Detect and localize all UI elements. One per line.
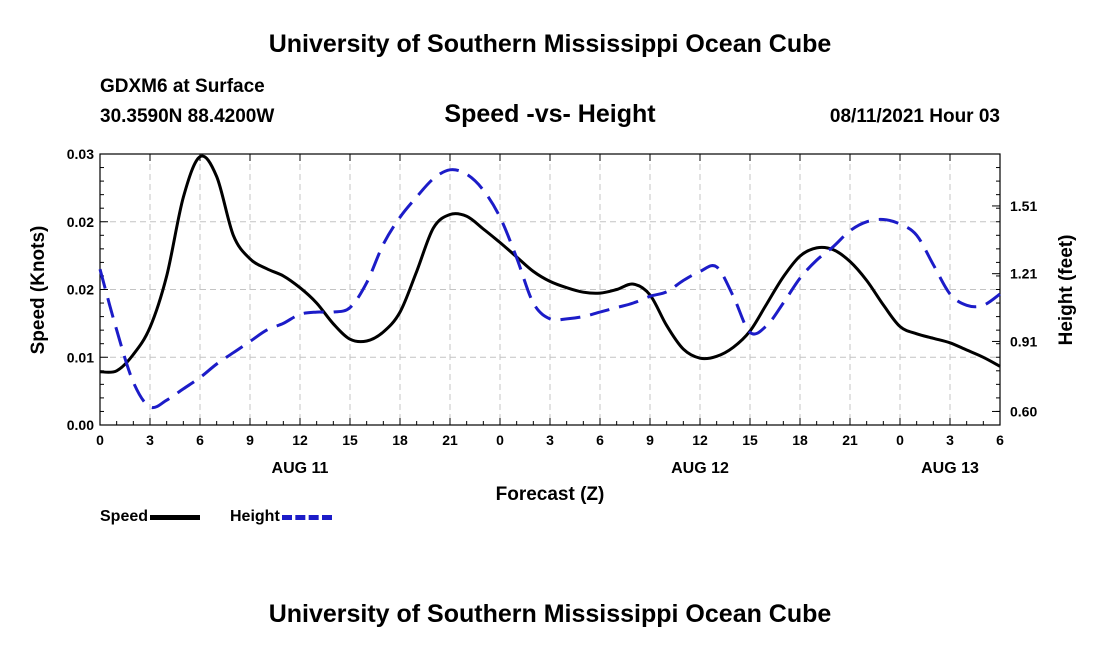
- legend-speed-swatch: [150, 514, 201, 520]
- x-tick-label: 0: [896, 432, 904, 448]
- grid-lines: [100, 154, 1000, 425]
- x-tick-label: 6: [196, 432, 204, 448]
- x-tick-label: 21: [442, 432, 458, 448]
- forecast-datetime: 08/11/2021 Hour 03: [829, 106, 1000, 127]
- y-axis-label: Speed (Knots): [28, 226, 49, 355]
- legend-height-swatch: [281, 514, 332, 520]
- tick-labels: 0 3 6 9 12 15 18 21 0 3 6 9 12 15 18 21 0 3 6 AUG 11 AUG 12 A…: [67, 146, 1038, 477]
- y-tick-label: 0.02: [67, 214, 94, 230]
- y2-tick-label: 1.51: [1010, 198, 1037, 214]
- y2-tick-label: 1.21: [1010, 266, 1037, 282]
- axis-ticks: [99, 153, 1001, 426]
- x-date-label: AUG 13: [921, 460, 979, 477]
- x-tick-label: 9: [246, 432, 254, 448]
- x-tick-label: 18: [792, 432, 808, 448]
- series-line-height: [98, 168, 1001, 410]
- y2-axis-label: Height (feet): [1056, 235, 1077, 346]
- x-date-label: AUG 11: [272, 460, 329, 477]
- x-tick-label: 3: [146, 432, 154, 448]
- legend-item-height: Height: [230, 508, 332, 526]
- x-tick-label: 9: [646, 432, 654, 448]
- legend-height-label: Height: [230, 508, 280, 525]
- y-tick-label: 0.02: [67, 282, 94, 298]
- legend-item-speed: Speed: [100, 508, 201, 526]
- page-title: University of Southern Mississippi Ocean…: [268, 30, 832, 58]
- x-tick-label: 0: [96, 432, 104, 448]
- y-tick-label: 0.00: [67, 417, 94, 433]
- station-coordinates: 30.3590N 88.4200W: [100, 106, 275, 127]
- chart-subtitle: Speed -vs- Height: [444, 100, 656, 128]
- x-tick-label: 15: [742, 432, 758, 448]
- x-tick-label: 15: [342, 432, 358, 448]
- x-axis-label: Forecast (Z): [496, 484, 605, 505]
- x-tick-label: 18: [392, 432, 408, 448]
- x-date-label: AUG 12: [671, 460, 729, 477]
- x-tick-label: 12: [292, 432, 308, 448]
- y-tick-label: 0.03: [67, 146, 94, 162]
- station-name: GDXM6 at Surface: [100, 76, 265, 97]
- x-tick-label: 3: [546, 432, 554, 448]
- x-tick-label: 0: [496, 432, 504, 448]
- legend-speed-label: Speed: [100, 508, 149, 525]
- y2-tick-label: 0.91: [1010, 333, 1037, 349]
- x-tick-label: 21: [842, 432, 858, 448]
- x-tick-label: 3: [946, 432, 954, 448]
- y-tick-label: 0.01: [67, 349, 94, 365]
- x-tick-label: 6: [596, 432, 604, 448]
- x-tick-label: 6: [996, 432, 1004, 448]
- footer-title: University of Southern Mississippi Ocean…: [268, 600, 832, 628]
- series-line-speed: [99, 154, 1001, 374]
- x-tick-label: 12: [692, 432, 708, 448]
- y2-tick-label: 0.60: [1010, 403, 1037, 419]
- series-lines: [98, 154, 1001, 410]
